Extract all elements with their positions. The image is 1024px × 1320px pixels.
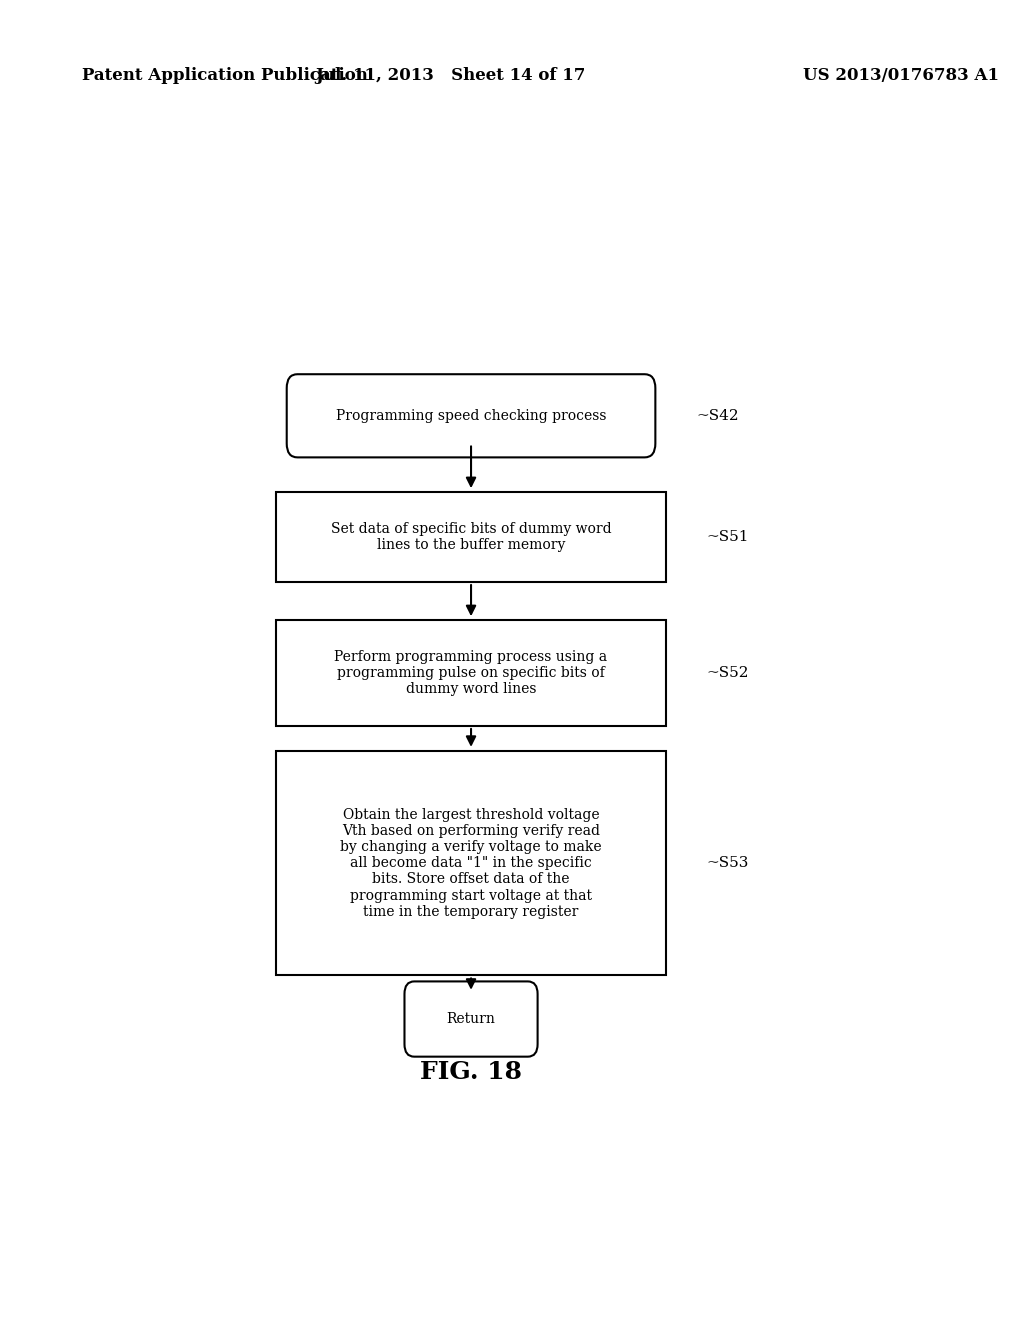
FancyBboxPatch shape: [287, 374, 655, 457]
Text: ~S53: ~S53: [707, 857, 749, 870]
Text: Perform programming process using a
programming pulse on specific bits of
dummy : Perform programming process using a prog…: [335, 649, 607, 697]
Bar: [276, 492, 666, 582]
Text: Set data of specific bits of dummy word
lines to the buffer memory: Set data of specific bits of dummy word …: [331, 523, 611, 552]
Text: ~S52: ~S52: [707, 667, 750, 680]
Text: ~S42: ~S42: [696, 409, 739, 422]
Text: Jul. 11, 2013   Sheet 14 of 17: Jul. 11, 2013 Sheet 14 of 17: [315, 67, 586, 83]
Text: US 2013/0176783 A1: US 2013/0176783 A1: [803, 67, 999, 83]
Text: Obtain the largest threshold voltage
Vth based on performing verify read
by chan: Obtain the largest threshold voltage Vth…: [340, 808, 602, 919]
Text: FIG. 18: FIG. 18: [420, 1060, 522, 1084]
Bar: [276, 620, 666, 726]
FancyBboxPatch shape: [404, 982, 538, 1056]
Text: Patent Application Publication: Patent Application Publication: [82, 67, 368, 83]
Text: ~S51: ~S51: [707, 531, 750, 544]
Text: Programming speed checking process: Programming speed checking process: [336, 409, 606, 422]
Text: Return: Return: [446, 1012, 496, 1026]
Bar: [276, 751, 666, 975]
